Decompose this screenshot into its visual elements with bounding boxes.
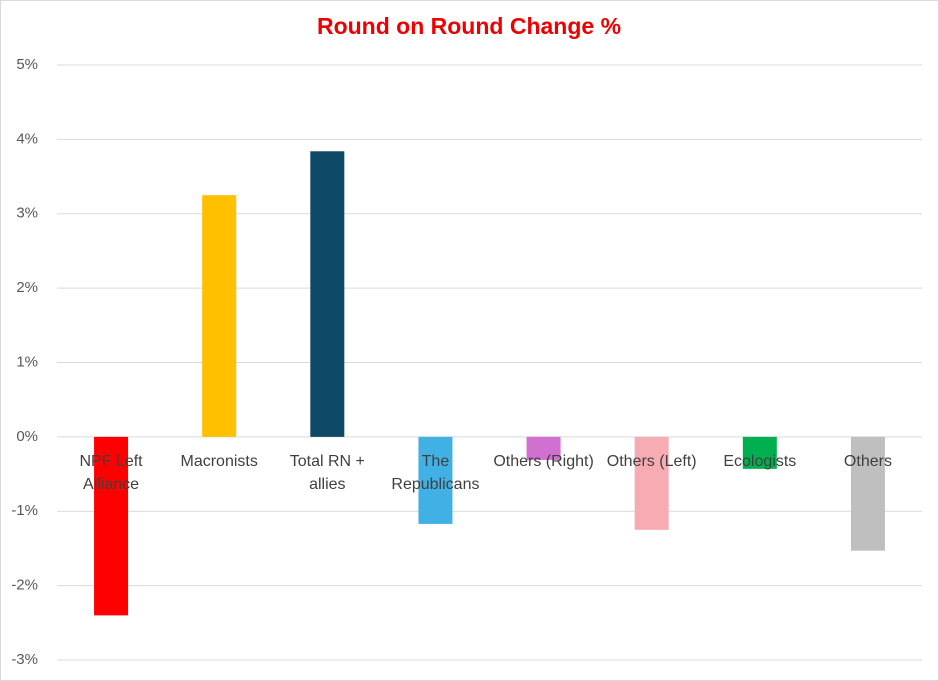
bar — [742, 436, 777, 469]
y-tick-label: 2% — [16, 279, 38, 296]
x-tick-label: Ecologists — [723, 452, 797, 470]
bar — [418, 436, 453, 524]
x-tick-label: Others — [843, 452, 892, 470]
bar — [202, 195, 237, 437]
x-tick-label: Total RN + allies — [289, 452, 365, 493]
y-tick-label: 1% — [16, 353, 38, 370]
y-tick-label: 5% — [16, 56, 38, 73]
x-tick-label: Others (Right) — [493, 452, 594, 470]
bar — [526, 436, 561, 460]
y-tick-label: -3% — [11, 651, 38, 668]
bar — [634, 436, 669, 530]
y-tick-label: 3% — [16, 205, 38, 222]
bar — [850, 436, 885, 551]
x-tick-label: Macronists — [180, 452, 258, 470]
bar — [94, 436, 129, 616]
chart-title: Round on Round Change % — [317, 13, 621, 39]
x-tick-label: Others (Left) — [606, 452, 697, 470]
y-tick-label: -2% — [11, 577, 38, 594]
y-tick-label: -1% — [11, 502, 38, 519]
y-tick-label: 0% — [16, 428, 38, 445]
y-tick-label: 4% — [16, 130, 38, 147]
x-tick-label: The Republicans — [391, 452, 480, 493]
x-tick-label: NPF Left Alliance — [79, 452, 143, 493]
bar — [310, 151, 345, 437]
